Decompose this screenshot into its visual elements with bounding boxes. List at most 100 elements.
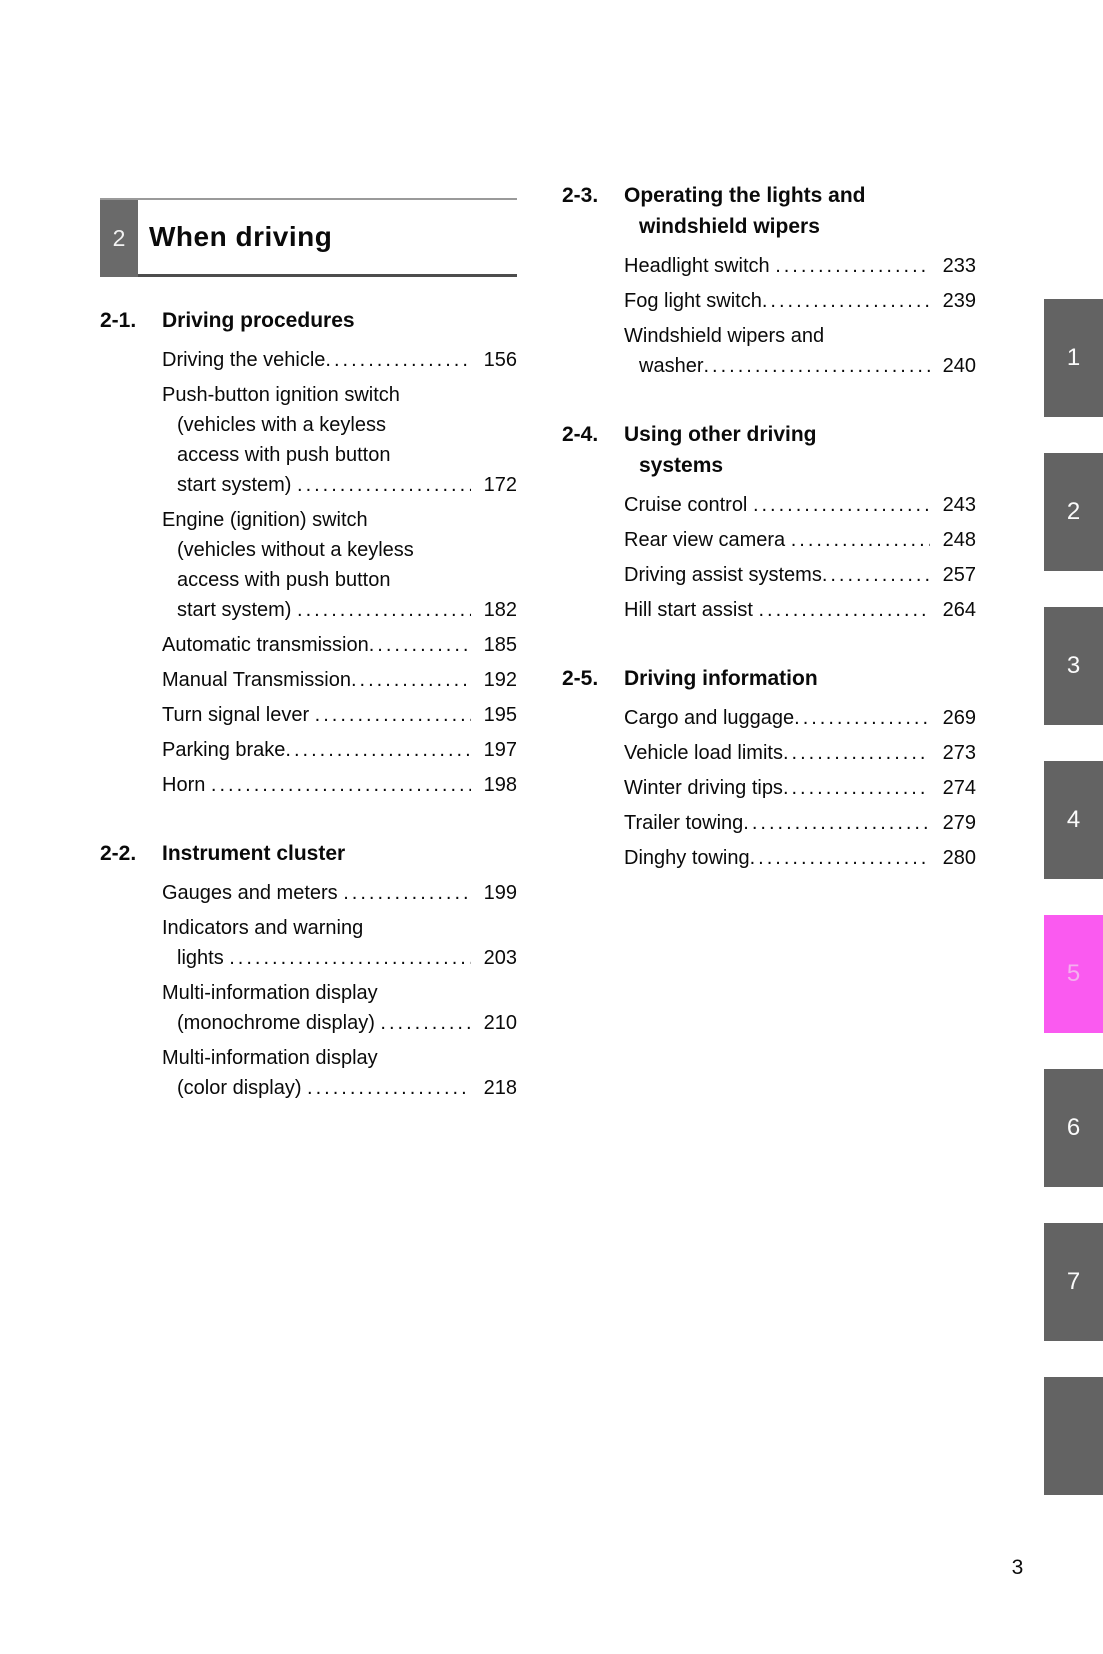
chapter-title: When driving (149, 221, 333, 252)
toc-entry: Parking brake 197 (162, 735, 517, 765)
toc-entry: Indicators and warning lights 203 (162, 913, 517, 973)
section-driving-information: 2-5. Driving information Cargo and lugga… (562, 663, 976, 873)
dot-leader (307, 1073, 471, 1103)
left-column: 2 When driving 2-1. Driving procedures D… (100, 198, 517, 1108)
page-ref: 195 (483, 704, 517, 726)
section-heading: 2-4. Using other driving systems (562, 419, 976, 481)
entry-line: access with push button (177, 444, 391, 466)
toc-entry: Fog light switch 239 (624, 286, 976, 316)
dot-leader (285, 735, 471, 765)
entry-line: Multi-information display (162, 1047, 378, 1069)
dot-leader (297, 595, 471, 625)
section-other-driving-systems: 2-4. Using other driving systems Cruise … (562, 419, 976, 625)
section-title: Using other driving systems (624, 423, 817, 477)
page-ref: 257 (942, 564, 976, 586)
section-number: 2-2. (100, 842, 137, 865)
section-heading: 2-2. Instrument cluster (100, 838, 517, 869)
page-ref: 239 (942, 290, 976, 312)
dot-leader (315, 700, 471, 730)
section-number: 2-5. (562, 667, 599, 690)
toc-entry: Headlight switch 233 (624, 251, 976, 281)
entry-text: start system) (177, 474, 298, 496)
entry-text: Cruise control (624, 494, 753, 516)
page-ref: 218 (483, 1077, 517, 1099)
page-ref: 192 (483, 669, 517, 691)
entry-text: Vehicle load limits (624, 742, 783, 764)
page-number-footer: 3 (1011, 1556, 1024, 1579)
page-ref: 248 (942, 529, 976, 551)
toc-entry: Hill start assist 264 (624, 595, 976, 625)
entry-line: Engine (ignition) switch (162, 509, 368, 531)
toc-entry: Cargo and luggage 269 (624, 703, 976, 733)
section-title: Instrument cluster (162, 842, 346, 865)
entry-text: Winter driving tips (624, 777, 783, 799)
entry-line: Indicators and warning (162, 917, 364, 939)
page-ref: 210 (483, 1012, 517, 1034)
page-ref: 240 (942, 355, 976, 377)
dot-leader (325, 345, 471, 375)
section-entries: Gauges and meters 199 Indicators and war… (162, 878, 517, 1103)
section-heading: 2-3. Operating the lights and windshield… (562, 180, 976, 242)
dot-leader (783, 773, 930, 803)
section-number: 2-3. (562, 184, 599, 207)
side-tab-5-active: 5 (1044, 915, 1103, 1033)
page-ref: 280 (942, 847, 976, 869)
entry-text: Fog light switch (624, 290, 762, 312)
dot-leader (743, 808, 930, 838)
entry-text: lights (177, 947, 230, 969)
entry-text: (monochrome display) (177, 1012, 381, 1034)
side-tab-blank (1044, 1377, 1103, 1495)
entry-text: Cargo and luggage (624, 707, 795, 729)
entry-line: (vehicles without a keyless (177, 539, 414, 561)
chapter-number-box: 2 (100, 200, 138, 277)
dot-leader (822, 560, 930, 590)
entry-text: Manual Transmission (162, 669, 351, 691)
toc-entry: Driving the vehicle 156 (162, 345, 517, 375)
page-ref: 199 (483, 882, 517, 904)
dot-leader (783, 738, 930, 768)
toc-entry: Multi-information display (color display… (162, 1043, 517, 1103)
page-ref: 264 (942, 599, 976, 621)
page-ref: 279 (942, 812, 976, 834)
toc-entry: Push-button ignition switch (vehicles wi… (162, 380, 517, 500)
dot-leader (351, 665, 471, 695)
toc-entry: Dinghy towing 280 (624, 843, 976, 873)
entry-line: (vehicles with a keyless (177, 414, 386, 436)
entry-text: Hill start assist (624, 599, 759, 621)
entry-text: Automatic transmission (162, 634, 369, 656)
entry-text: Parking brake (162, 739, 286, 761)
section-title: Driving procedures (162, 309, 355, 332)
section-entries: Cargo and luggage 269 Vehicle load limit… (624, 703, 976, 873)
section-heading: 2-1. Driving procedures (100, 305, 517, 336)
chapter-header-rule: When driving (138, 200, 517, 277)
entry-line: Push-button ignition switch (162, 384, 400, 406)
section-entries: Headlight switch 233 Fog light switch 23… (624, 251, 976, 381)
entry-text: Headlight switch (624, 255, 776, 277)
dot-leader (791, 525, 930, 555)
entry-text: Gauges and meters (162, 882, 344, 904)
page-ref: 273 (942, 742, 976, 764)
page-ref: 197 (483, 739, 517, 761)
toc-entry: Driving assist systems 257 (624, 560, 976, 590)
page-ref: 274 (942, 777, 976, 799)
entry-text: Turn signal lever (162, 704, 315, 726)
entry-text: Rear view camera (624, 529, 791, 551)
dot-leader (753, 490, 930, 520)
page-ref: 243 (942, 494, 976, 516)
side-tab-6: 6 (1044, 1069, 1103, 1187)
entry-line: access with push button (177, 569, 391, 591)
entry-text: Horn (162, 774, 211, 796)
dot-leader (380, 1008, 471, 1038)
section-number: 2-1. (100, 309, 137, 332)
page-ref: 182 (483, 599, 517, 621)
side-tab-4: 4 (1044, 761, 1103, 879)
dot-leader (369, 630, 471, 660)
dot-leader (703, 351, 930, 381)
section-entries: Cruise control 243 Rear view camera 248 … (624, 490, 976, 625)
dot-leader (775, 251, 930, 281)
dot-leader (211, 770, 471, 800)
toc-entry: Vehicle load limits 273 (624, 738, 976, 768)
section-instrument-cluster: 2-2. Instrument cluster Gauges and meter… (100, 838, 517, 1103)
entry-text: Driving the vehicle (162, 349, 326, 371)
section-driving-procedures: 2-1. Driving procedures Driving the vehi… (100, 305, 517, 800)
